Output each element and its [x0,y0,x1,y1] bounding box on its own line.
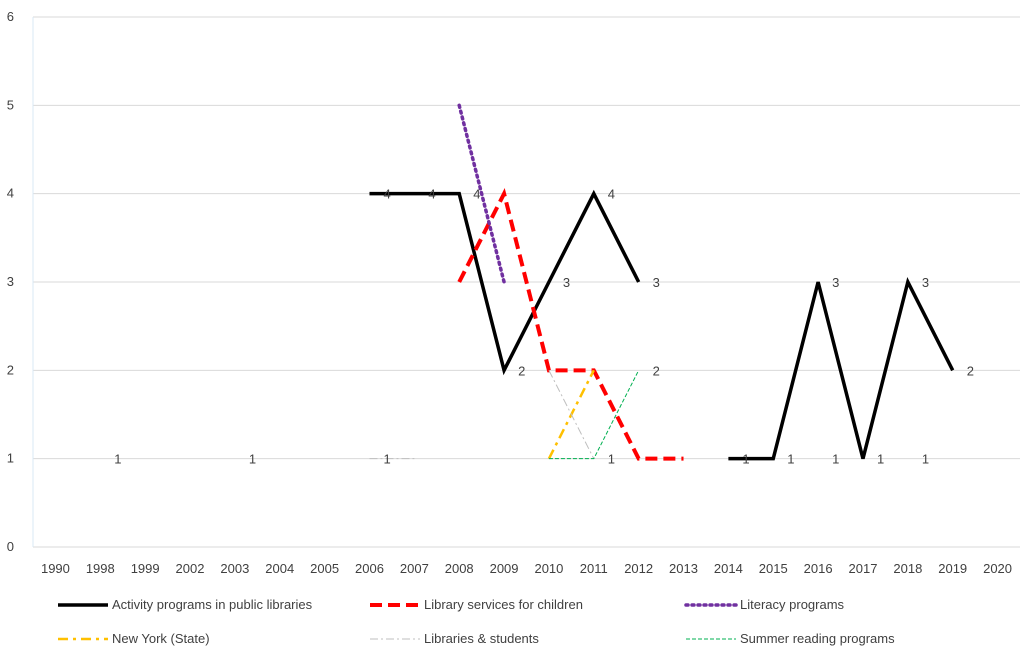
x-tick-label: 2016 [804,561,833,576]
x-tick-label: 2006 [355,561,384,576]
x-tick-label: 2002 [176,561,205,576]
x-tick-label: 2014 [714,561,743,576]
series-line-0 [369,189,641,376]
y-tick-label: 2 [7,362,14,377]
y-tick-label: 1 [7,451,14,466]
legend-label-5: Summer reading programs [740,631,895,646]
y-tick-label: 3 [7,274,14,289]
x-tick-label: 2009 [490,561,519,576]
x-tick-label: 1990 [41,561,70,576]
x-tick-label: 2013 [669,561,698,576]
y-tick-label: 4 [7,186,14,201]
series-line-0 [728,277,955,461]
y-tick-label: 5 [7,97,14,112]
x-tick-label: 2005 [310,561,339,576]
x-tick-label: 1999 [131,561,160,576]
x-tick-label: 1998 [86,561,115,576]
x-tick-label: 2004 [265,561,294,576]
legend-label-3: New York (State) [112,631,210,646]
x-tick-label: 2018 [893,561,922,576]
legend-label-2: Literacy programs [740,597,845,612]
data-label: 4 [608,187,615,202]
series-line-5 [548,370,640,460]
data-label: 4 [383,187,390,202]
data-label: 1 [832,452,839,467]
data-label: 1 [608,452,615,467]
data-label: 2 [653,363,660,378]
series-line-4 [548,370,595,459]
data-label: 1 [249,452,256,467]
x-tick-label: 2003 [220,561,249,576]
data-label: 3 [653,275,660,290]
series-line-1 [457,188,684,461]
data-label: 1 [114,452,121,467]
x-tick-label: 2020 [983,561,1012,576]
y-tick-label: 0 [7,539,14,554]
data-label: 3 [563,275,570,290]
data-label: 4 [428,187,435,202]
x-tick-label: 2012 [624,561,653,576]
x-tick-label: 2015 [759,561,788,576]
x-tick-label: 2010 [534,561,563,576]
legend-label-4: Libraries & students [424,631,539,646]
legend-label-0: Activity programs in public libraries [112,597,313,612]
data-label: 1 [922,452,929,467]
data-label: 3 [922,275,929,290]
x-tick-label: 2011 [580,561,608,576]
x-tick-label: 2017 [849,561,878,576]
x-tick-label: 2019 [938,561,967,576]
data-label: 2 [967,363,974,378]
series-line-2 [457,103,506,284]
legend-label-1: Library services for children [424,597,583,612]
data-label: 3 [832,275,839,290]
x-tick-label: 2007 [400,561,429,576]
data-label: 2 [518,363,525,378]
data-label: 1 [383,452,390,467]
data-label: 4 [473,187,480,202]
y-tick-label: 6 [7,9,14,24]
data-label: 1 [742,452,749,467]
data-label: 1 [787,452,794,467]
x-tick-label: 2008 [445,561,474,576]
data-label: 1 [877,452,884,467]
